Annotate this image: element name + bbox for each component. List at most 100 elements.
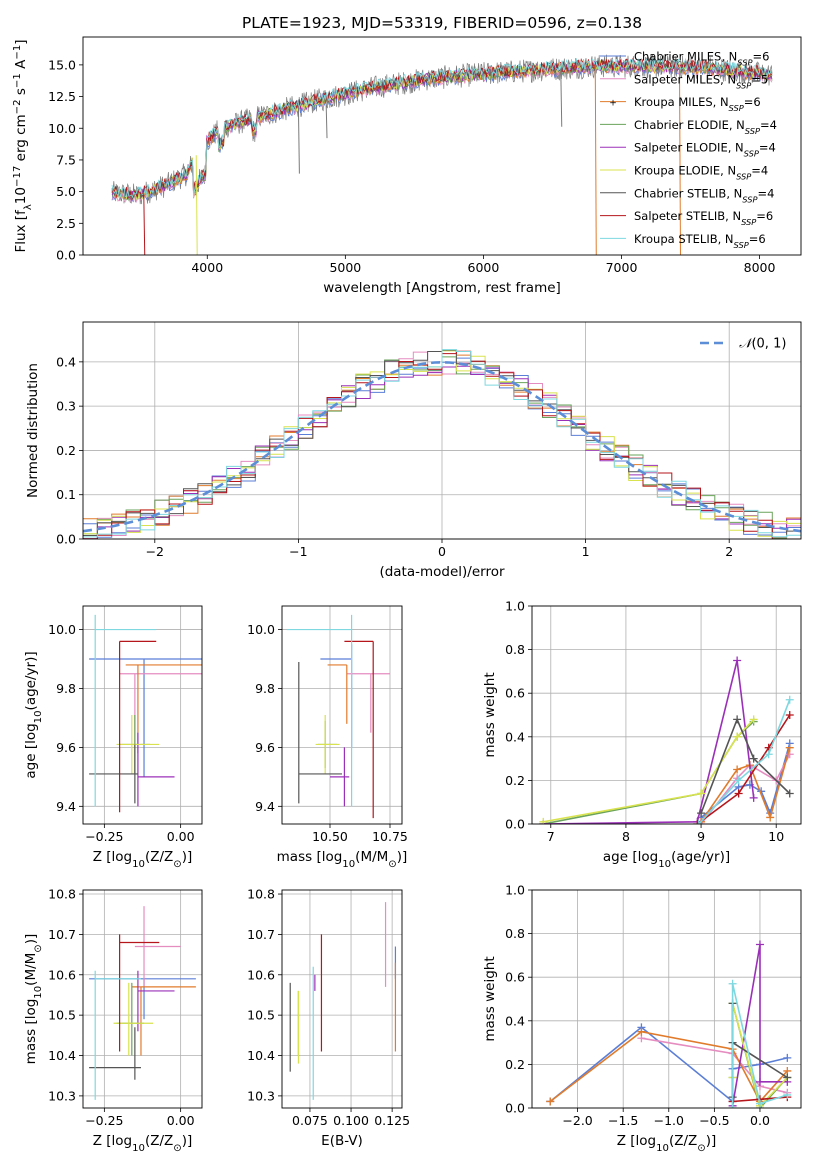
y-tick-label: 0.2	[505, 1057, 525, 1072]
y-tick-label: 10.6	[48, 967, 76, 982]
spectrum-dip-line	[678, 66, 681, 255]
legend-entry-label: Kroupa MILES, NSSP=6	[634, 95, 761, 113]
y-tick-label: 0.2	[505, 773, 525, 788]
mass-weight-marker	[755, 940, 764, 949]
x-tick-label: 0.100	[333, 1113, 369, 1128]
x-tick-label: 9	[697, 829, 705, 844]
plot-area	[89, 614, 202, 813]
y-axis-label: Normed distribution	[25, 363, 41, 498]
x-tick-label: 0	[438, 544, 446, 559]
x-axis-label-part: Z [log	[93, 849, 132, 865]
y-axis-label-part: age [log	[23, 723, 39, 778]
spectrum-dip-line	[594, 66, 597, 255]
y-axis-label: mass weight	[482, 672, 498, 757]
x-axis-label-part: age [log	[603, 849, 658, 865]
spectrum-dip-line	[143, 193, 146, 255]
y-tick-label: 0.8	[505, 926, 525, 941]
mass-weight-marker	[755, 1099, 764, 1108]
y-tick-label: 10.8	[48, 887, 76, 902]
mass-weight-marker	[766, 813, 775, 822]
normal-legend-label: 𝒩(0, 1)	[739, 337, 786, 352]
y-tick-label: 0.2	[56, 443, 76, 458]
mass-weight-marker	[733, 732, 742, 741]
legend-label-part: =6	[756, 209, 773, 223]
axes-frame	[82, 36, 802, 256]
y-axis-label-part: )]	[23, 934, 39, 945]
x-axis-label-part: ⊙	[173, 1143, 181, 1154]
mass-weight-series-line	[641, 1037, 788, 1094]
x-tick-label: 0.0	[750, 1113, 770, 1128]
x-axis-label-part: 10	[658, 859, 671, 870]
mass-weight-marker	[783, 1073, 792, 1082]
normal-legend-label-part: (0, 1)	[751, 337, 786, 352]
y-tick-label: 0.4	[505, 1013, 525, 1028]
plot-area	[111, 54, 773, 255]
x-axis-label: mass [log10(M/M⊙)]	[277, 849, 408, 870]
legend-label-part: Salpeter STELIB, N	[634, 209, 741, 223]
legend-label-part: Salpeter MILES, N	[634, 72, 736, 86]
figure-title: PLATE=1923, MJD=53319, FIBERID=0596, z=0…	[242, 14, 642, 32]
axes-frame	[281, 889, 403, 1109]
mass-weight-marker	[785, 711, 794, 719]
y-axis-label-part: erg cm	[13, 114, 29, 165]
x-tick-label: 7000	[606, 260, 638, 275]
legend-entry-label: Kroupa ELODIE, NSSP=4	[634, 164, 768, 182]
x-axis-label-part: 10	[342, 859, 355, 870]
x-axis-label: (data-model)/error	[379, 564, 505, 580]
y-tick-label: 10.0	[48, 121, 76, 136]
legend-entry-label: Salpeter STELIB, NSSP=6	[634, 209, 773, 227]
y-axis-label-part: 10	[13, 187, 29, 204]
mass-weight-marker	[785, 743, 794, 752]
plot-area	[289, 902, 397, 1100]
x-axis-label: E(B-V)	[321, 1133, 363, 1149]
mass-weight-marker	[734, 789, 743, 798]
legend-label-part: Chabrier MILES, N	[634, 50, 737, 64]
legend-label-part: SSP	[742, 194, 757, 204]
y-axis-label: Flux [fλ10−17 erg cm−2 s−1 A−1]	[12, 39, 34, 252]
x-axis-label: wavelength [Angstrom, rest frame]	[323, 280, 561, 296]
y-tick-label: 0.0	[56, 248, 76, 263]
axes-frame	[531, 889, 802, 1109]
y-axis-label-part: (M/M	[23, 953, 39, 986]
legend-label-part: SSP	[729, 103, 744, 113]
mass-weight-marker	[785, 789, 794, 798]
legend-entry-label: Kroupa STELIB, NSSP=6	[634, 232, 766, 250]
x-tick-label: −1.0	[654, 1113, 684, 1128]
legend-label-part: =6	[752, 50, 769, 64]
x-tick-label: −1	[289, 544, 307, 559]
legend-label-part: =4	[759, 141, 776, 155]
legend-label-part: =4	[757, 186, 774, 200]
x-tick-label: 2	[725, 544, 733, 559]
y-tick-label: 0.6	[505, 686, 525, 701]
y-axis-label-part: −17	[12, 166, 23, 187]
x-axis-label: age [log10(age/yr)]	[603, 849, 730, 870]
y-tick-label: 1.0	[505, 599, 525, 614]
x-tick-label: −1.5	[608, 1113, 638, 1128]
age-vs-metallicity-panel: −0.25 0.009.49.69.810.0Z [log10(Z/Z⊙)]age…	[23, 605, 203, 870]
mass-weight-marker	[733, 765, 742, 774]
x-tick-label: 0.075	[292, 1113, 328, 1128]
mass-weight-marker	[693, 820, 702, 824]
legend-marker: +	[609, 99, 617, 109]
x-tick-label: −0.5	[699, 1113, 729, 1128]
y-tick-label: 10.0	[247, 622, 275, 637]
spectrum-dip-line	[325, 98, 328, 139]
y-tick-label: 9.4	[56, 799, 76, 814]
y-tick-label: 7.5	[56, 152, 76, 167]
plot-area	[539, 656, 794, 824]
legend-label-part: =6	[749, 232, 766, 246]
legend-entry-label: Salpeter MILES, NSSP=5	[634, 72, 768, 90]
mass-weight-marker	[697, 789, 706, 798]
y-axis-label: mass [log10(M/M⊙)]	[23, 934, 44, 1065]
y-tick-label: 0.8	[505, 642, 525, 657]
y-axis-label-part: −1	[12, 45, 23, 60]
y-tick-label: 1.0	[505, 883, 525, 898]
legend-label-part: =4	[760, 118, 777, 132]
mass-weight-marker	[539, 817, 548, 824]
mass-weight-marker	[749, 754, 758, 763]
legend-label-part: Chabrier ELODIE, N	[634, 118, 745, 132]
y-axis-label-part: A	[13, 59, 29, 73]
mass-weight-series-line	[731, 983, 788, 1108]
